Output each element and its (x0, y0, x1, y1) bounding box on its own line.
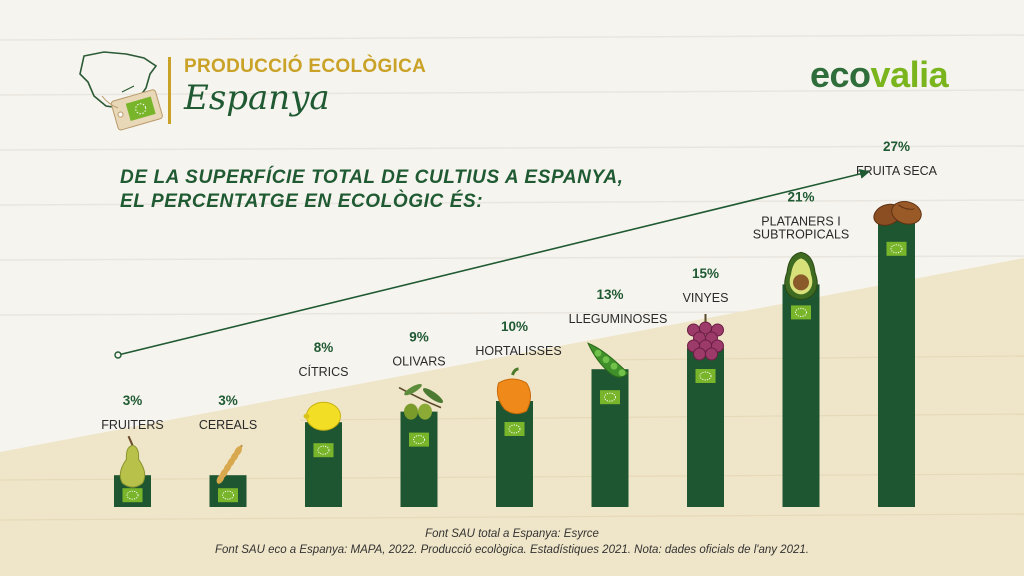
ecovalia-logo: ecovalia (810, 54, 949, 96)
value-label: 13% (596, 287, 623, 302)
category-label: LLEGUMINOSES (569, 312, 668, 326)
grapes-icon (687, 314, 724, 361)
page-title: PRODUCCIÓ ECOLÒGICA (184, 56, 427, 77)
value-label: 3% (218, 393, 238, 408)
source-line-2: Font SAU eco a Espanya: MAPA, 2022. Prod… (215, 544, 809, 556)
page-subtitle: Espanya (184, 78, 330, 118)
spain-map-tag-icon (79, 51, 163, 131)
bar-hortalisses (496, 401, 533, 507)
eu-organic-logo (886, 241, 907, 256)
bar-lleguminoses (591, 369, 629, 507)
bar-plataners-i-subtropicals (782, 284, 820, 507)
category-label: VINYES (683, 291, 729, 305)
eu-organic-logo (791, 305, 811, 320)
header-divider (168, 57, 171, 124)
bar-c-trics (305, 422, 342, 507)
headline-line-2: EL PERCENTATGE EN ECOLÒGIC ÉS: (120, 191, 484, 212)
value-label: 8% (314, 340, 334, 355)
avocado-icon (784, 251, 818, 300)
value-label: 10% (501, 319, 528, 334)
category-label: OLIVARS (392, 355, 445, 369)
headline: DE LA SUPERFÍCIE TOTAL DE CULTIUS A ESPA… (120, 166, 624, 214)
eu-organic-logo (218, 488, 238, 503)
category-label: FRUITERS (101, 418, 164, 432)
trend-arrow-start (114, 351, 122, 359)
category-label: PLATANERS I (761, 214, 840, 228)
category-label: FRUITA SECA (856, 164, 938, 178)
almond-icon (873, 200, 922, 226)
eu-organic-logo (695, 369, 716, 383)
value-label: 27% (883, 139, 910, 154)
bar-olivars (400, 411, 438, 507)
bar-fruita-seca (878, 220, 915, 508)
eu-organic-logo (313, 443, 334, 458)
olive-icon (398, 383, 444, 420)
headline-line-1: DE LA SUPERFÍCIE TOTAL DE CULTIUS A ESPA… (120, 167, 624, 188)
category-label: CEREALS (199, 418, 257, 432)
category-label: SUBTROPICALS (753, 227, 850, 241)
brand-part-valia: valia (870, 54, 949, 95)
eu-organic-logo (122, 488, 143, 503)
lemon-icon (303, 401, 341, 431)
value-label: 9% (409, 330, 429, 345)
eu-organic-logo (600, 390, 620, 405)
value-label: 21% (787, 189, 814, 204)
eu-organic-logo (409, 432, 429, 447)
category-label: HORTALISSES (475, 344, 561, 358)
pea-pod-icon (587, 342, 629, 378)
value-label: 15% (692, 266, 719, 281)
pear-icon (119, 435, 146, 488)
eu-organic-logo (504, 422, 525, 436)
value-label: 3% (123, 393, 143, 408)
wheat-icon (216, 444, 243, 484)
source-line-1: Font SAU total a Espanya: Esyrce (425, 528, 599, 540)
pepper-icon (496, 367, 531, 415)
trend-arrow (117, 169, 870, 356)
brand-part-eco: eco (810, 54, 871, 95)
category-label: CÍTRICS (299, 364, 349, 379)
